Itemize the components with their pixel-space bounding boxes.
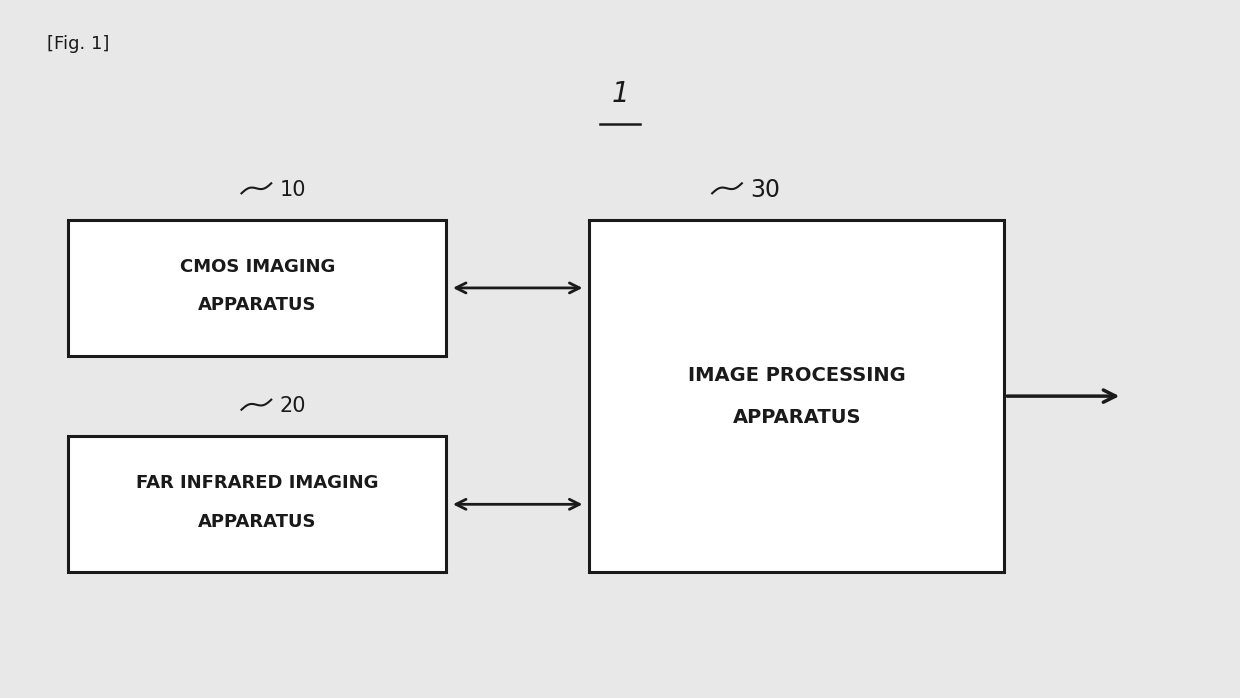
Text: [Fig. 1]: [Fig. 1]: [47, 35, 109, 53]
Text: 20: 20: [280, 396, 306, 416]
Text: APPARATUS: APPARATUS: [198, 513, 316, 530]
Text: CMOS IMAGING: CMOS IMAGING: [180, 258, 335, 276]
Text: APPARATUS: APPARATUS: [198, 297, 316, 314]
Text: 30: 30: [750, 178, 780, 202]
Bar: [68, 436, 446, 572]
Text: 1: 1: [611, 80, 629, 108]
Bar: [68, 220, 446, 356]
Text: FAR INFRARED IMAGING: FAR INFRARED IMAGING: [136, 475, 378, 492]
Text: IMAGE PROCESSING: IMAGE PROCESSING: [688, 366, 905, 385]
Bar: [589, 220, 1004, 572]
Text: APPARATUS: APPARATUS: [733, 408, 861, 426]
Text: 10: 10: [280, 180, 306, 200]
